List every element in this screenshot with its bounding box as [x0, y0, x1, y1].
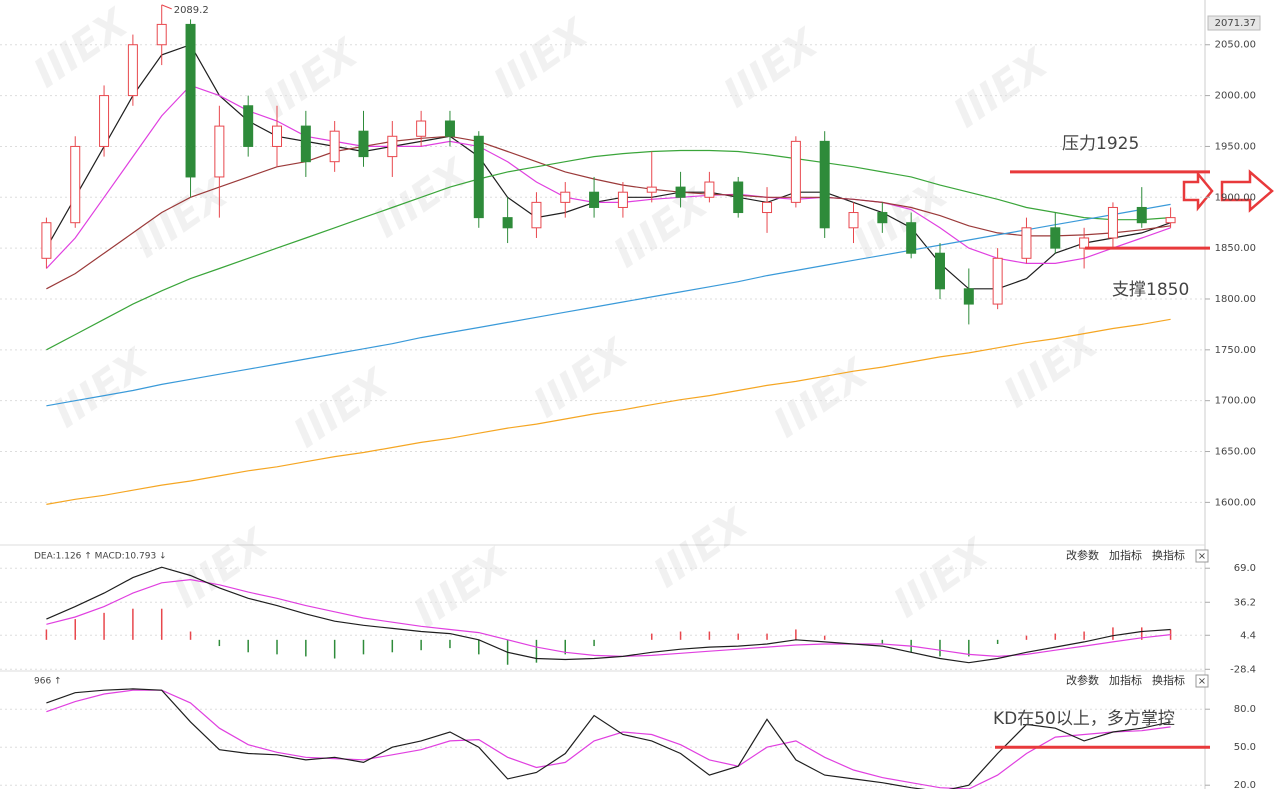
candle-body [762, 201, 773, 214]
candle-body [1165, 217, 1176, 224]
candle-body [560, 191, 571, 203]
level-label: 压力1925 [1062, 134, 1139, 154]
candle-body [300, 125, 311, 163]
panel-header: 966 ↑ [34, 677, 62, 687]
candle-body [416, 120, 427, 137]
last-price-box [1207, 15, 1261, 31]
y-tick-label: 36.2 [1234, 597, 1256, 608]
candle-body [1107, 206, 1118, 239]
candle-body [127, 44, 138, 97]
candle-body [819, 140, 830, 229]
y-tick-label: 1750.00 [1215, 345, 1256, 356]
close-button[interactable]: × [1198, 551, 1206, 562]
panel-button[interactable]: 加指标 [1109, 548, 1142, 562]
candle-body [358, 130, 369, 158]
kd-annotation: KD在50以上，多方掌控 [993, 709, 1175, 729]
y-tick-label: 1600.00 [1215, 497, 1256, 508]
level-label: 支撑1850 [1112, 280, 1189, 300]
moving-average-line [46, 149, 1171, 351]
candle-body [963, 288, 974, 305]
candle-body [185, 23, 196, 178]
candle-body [214, 125, 225, 178]
candle-body [675, 186, 686, 198]
y-tick-label: 4.4 [1240, 630, 1256, 641]
y-tick-label: 1700.00 [1215, 396, 1256, 407]
y-tick-label: 1950.00 [1215, 141, 1256, 152]
candle-body [877, 212, 888, 224]
moving-average-line [46, 318, 1171, 505]
y-tick-label: 2000.00 [1215, 91, 1256, 102]
candle-body [70, 145, 81, 224]
candle-body [473, 135, 484, 219]
y-tick-label: 1650.00 [1215, 447, 1256, 458]
dif-line [46, 566, 1171, 664]
y-tick-label: -28.4 [1230, 664, 1256, 675]
candle-body [1136, 206, 1147, 224]
high-label: 2089.2 [174, 5, 209, 16]
moving-average-line [45, 43, 1171, 290]
k-line [46, 688, 1171, 789]
panel-button[interactable]: 改参数 [1066, 548, 1099, 562]
y-tick-label: 50.0 [1234, 742, 1256, 753]
panel-button[interactable]: 改参数 [1066, 673, 1099, 687]
candle-body [589, 191, 600, 208]
y-tick-label: 80.0 [1234, 704, 1256, 715]
dea-line [46, 578, 1171, 658]
close-button-box[interactable] [1195, 549, 1209, 563]
candle-body [906, 222, 917, 254]
candle-body [617, 191, 628, 208]
panel-button[interactable]: 换指标 [1152, 548, 1185, 562]
last-price-label: 2071.37 [1215, 18, 1256, 29]
candle-body [1021, 227, 1032, 259]
candle-body [646, 186, 657, 193]
candle-body [387, 135, 398, 158]
candle-body [1079, 237, 1090, 249]
candle-body [1050, 227, 1061, 249]
close-button[interactable]: × [1198, 676, 1206, 687]
candle-body [531, 201, 542, 229]
candle-body [156, 23, 167, 46]
candle-body [790, 140, 801, 203]
panel-button[interactable]: 加指标 [1109, 673, 1142, 687]
candle-body [41, 222, 52, 259]
candle-body [444, 120, 455, 137]
high-pointer [161, 4, 172, 10]
panel-button[interactable]: 换指标 [1152, 673, 1185, 687]
moving-average-line [46, 135, 1171, 290]
candle-body [243, 105, 254, 147]
y-tick-label: 2050.00 [1215, 40, 1256, 51]
candle-body [848, 212, 859, 229]
panel-header: DEA:1.126 ↑ MACD:10.793 ↓ [34, 552, 167, 562]
y-tick-label: 69.0 [1234, 563, 1256, 574]
y-tick-label: 1800.00 [1215, 294, 1256, 305]
candle-body [733, 181, 744, 214]
candle-body [934, 252, 945, 290]
candle-body [992, 257, 1003, 305]
close-button-box[interactable] [1195, 674, 1209, 688]
candle-body [502, 217, 513, 229]
y-tick-label: 1900.00 [1215, 192, 1256, 203]
candle-body [704, 181, 715, 198]
candle-body [99, 95, 110, 147]
moving-average-line [46, 203, 1171, 407]
y-tick-label: 1850.00 [1215, 243, 1256, 254]
candle-body [329, 130, 340, 163]
y-tick-label: 20.0 [1234, 780, 1256, 789]
candle-body [272, 125, 283, 147]
d-line [46, 689, 1171, 789]
moving-average-line [45, 84, 1171, 269]
arrow-icon [1182, 169, 1274, 213]
